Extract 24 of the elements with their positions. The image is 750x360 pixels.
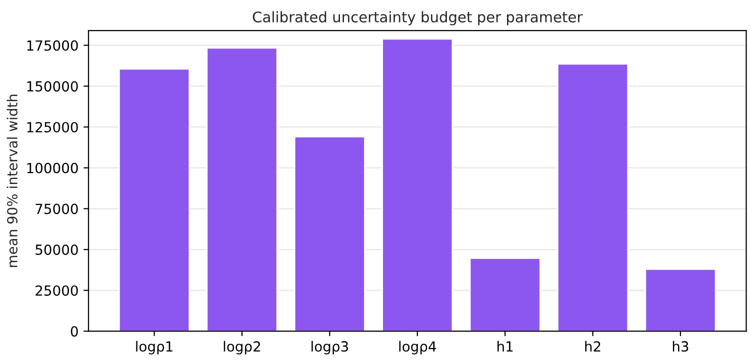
bar xyxy=(294,136,366,332)
x-tick-label: logρ1 xyxy=(136,340,172,354)
y-tick-label: 25000 xyxy=(36,285,78,296)
y-tick-label: 100000 xyxy=(27,162,78,174)
bar xyxy=(118,68,190,332)
y-tick-label: 125000 xyxy=(27,122,78,132)
x-tick-label: logρ3 xyxy=(312,340,348,354)
bar xyxy=(557,63,629,332)
bar xyxy=(644,268,716,332)
y-tick-label: 175000 xyxy=(27,40,78,51)
x-tick-label: h1 xyxy=(498,340,513,352)
x-tick-label: logρ4 xyxy=(399,340,436,354)
bar xyxy=(206,47,278,332)
y-tick-label: 50000 xyxy=(36,244,78,255)
bar xyxy=(382,38,454,332)
chart-title: Calibrated uncertainty budget per parameter xyxy=(252,11,583,26)
y-tick-label: 0 xyxy=(70,326,78,337)
x-tick-label: logρ2 xyxy=(224,340,260,354)
x-tick-label: h3 xyxy=(672,340,688,352)
y-tick-label: 75000 xyxy=(36,204,78,214)
y-tick-label: 150000 xyxy=(27,81,78,92)
x-tick-label: h2 xyxy=(585,340,600,352)
bar xyxy=(469,257,541,332)
y-axis-title: mean 90% interval width xyxy=(6,94,18,268)
